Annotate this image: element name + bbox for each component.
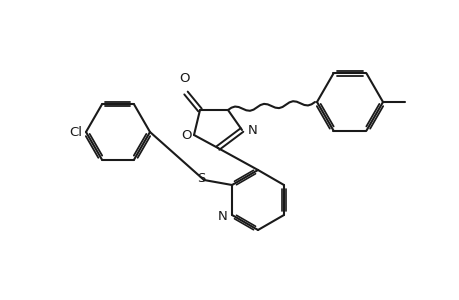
Text: O: O (181, 128, 191, 142)
Text: Cl: Cl (69, 125, 82, 139)
Text: N: N (247, 124, 257, 136)
Text: N: N (217, 211, 227, 224)
Text: O: O (179, 72, 190, 85)
Text: S: S (196, 172, 205, 184)
